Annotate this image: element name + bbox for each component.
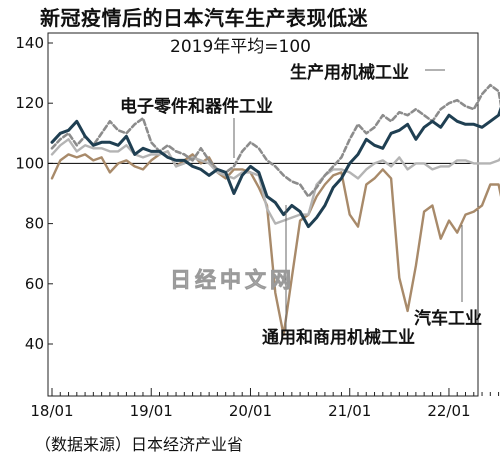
series-label-2: 通用和商用机械工业 xyxy=(262,327,415,348)
y-tick-label: 60 xyxy=(25,275,44,293)
x-tick-label: 22/01 xyxy=(427,402,470,420)
x-tick-label: 20/01 xyxy=(229,402,272,420)
chart-callouts xyxy=(233,69,463,330)
chart-subtitle: 2019年平均=100 xyxy=(170,37,311,57)
series-label-3: 汽车工业 xyxy=(414,308,482,329)
plot-frame xyxy=(47,32,479,397)
y-tick-label: 80 xyxy=(25,215,44,233)
series-line-1 xyxy=(50,83,500,198)
y-tick-label: 100 xyxy=(15,154,44,172)
series-label-0: 生产用机械工业 xyxy=(290,62,409,83)
data-source-note: （数据来源）日本经济产业省 xyxy=(35,435,244,454)
series-line-3 xyxy=(50,150,500,337)
x-tick-label: 18/01 xyxy=(30,402,73,420)
series-label-1: 电子零件和器件工业 xyxy=(120,96,273,117)
y-tick-label: 40 xyxy=(25,335,44,353)
chart-series xyxy=(50,83,500,337)
chart-title: 新冠疫情后的日本汽车生产表现低迷 xyxy=(40,6,368,30)
y-tick-label: 140 xyxy=(15,34,44,52)
series-line-0 xyxy=(50,106,500,229)
y-tick-label: 120 xyxy=(15,94,44,112)
x-tick-label: 19/01 xyxy=(130,402,173,420)
chart-axes: 40 60 80 100 120 140 18/01 19/01 20/01 21/01 22/01 xyxy=(15,32,500,420)
x-tick-label: 21/01 xyxy=(328,402,371,420)
watermark: 日经中文网 xyxy=(170,268,295,292)
